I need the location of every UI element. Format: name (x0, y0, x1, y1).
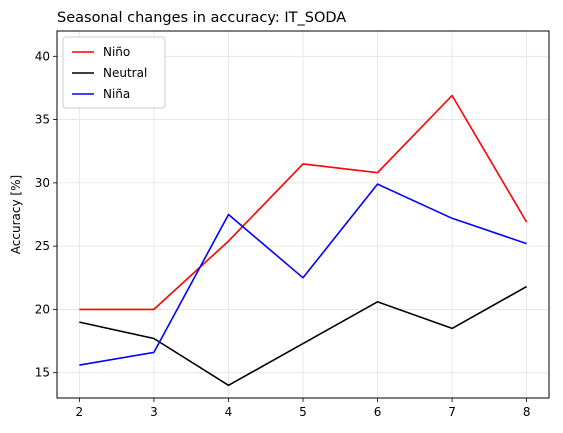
legend: Niño Neutral Niña (62, 36, 166, 109)
series-line (79, 183, 527, 366)
series-line (79, 285, 527, 387)
x-tick-label: 7 (448, 405, 456, 419)
grid-layer (57, 31, 549, 398)
legend-label: Neutral (103, 66, 147, 80)
legend-box (62, 36, 166, 109)
y-tick-label: 35 (35, 113, 50, 127)
y-tick-label: 30 (35, 176, 50, 190)
x-tick-label: 6 (374, 405, 382, 419)
legend-label: Niño (103, 45, 130, 59)
x-tick-label: 4 (225, 405, 233, 419)
x-tick-label: 8 (523, 405, 531, 419)
x-tick-label: 2 (76, 405, 84, 419)
x-tick-label: 3 (150, 405, 158, 419)
y-tick-label: 20 (35, 302, 50, 316)
y-tick-label: 40 (35, 49, 50, 63)
y-tick-label: 15 (35, 366, 50, 380)
series-line (79, 94, 528, 311)
series-layer (79, 94, 528, 387)
legend-label: Niña (103, 87, 130, 101)
chart-title: Seasonal changes in accuracy: IT_SODA (57, 10, 346, 26)
ticks-layer: 2 3 4 5 6 7 8 15 20 25 30 35 40 (35, 49, 531, 419)
y-axis-label: Accuracy [%] (9, 175, 23, 254)
x-tick-label: 5 (299, 405, 307, 419)
y-tick-label: 25 (35, 239, 50, 253)
